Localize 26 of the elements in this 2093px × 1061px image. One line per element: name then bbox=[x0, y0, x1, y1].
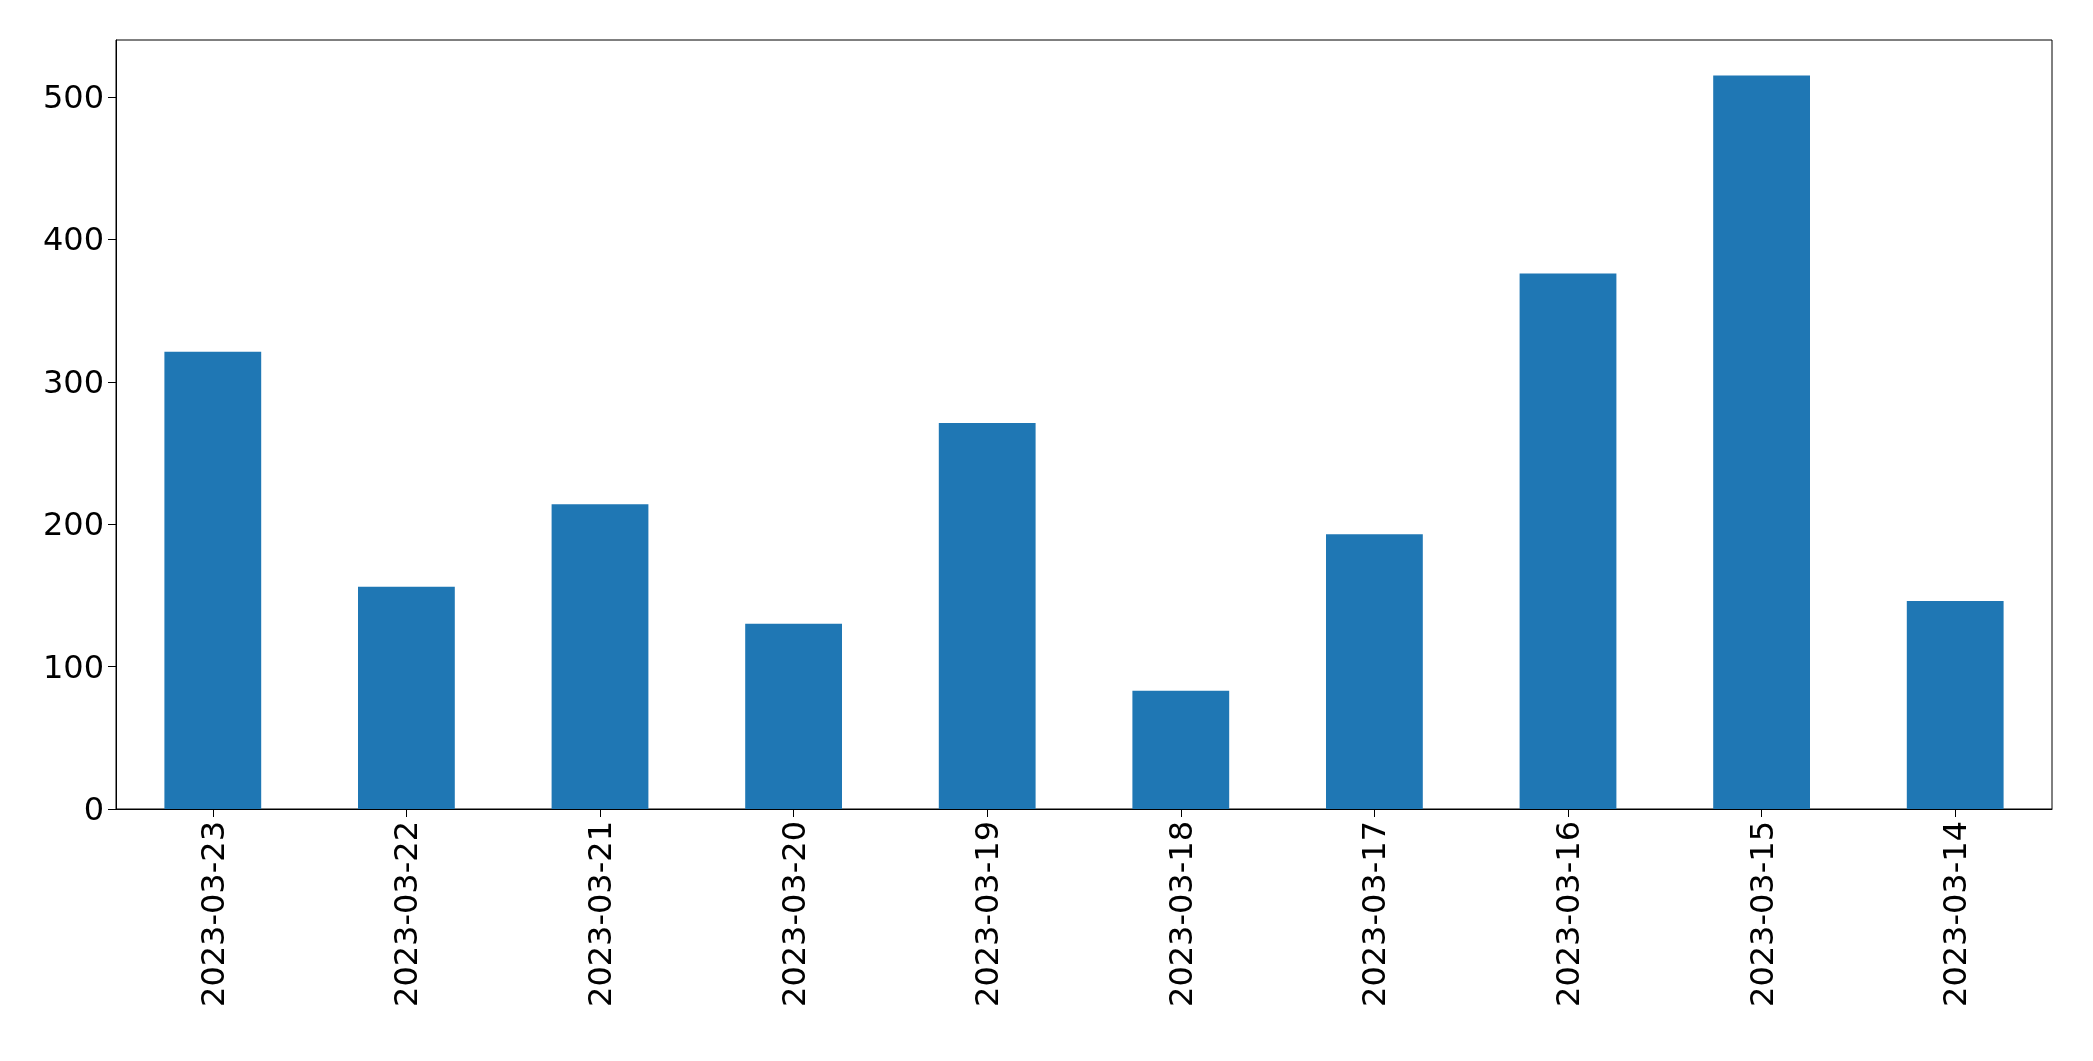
x-tick-label: 2023-03-20 bbox=[774, 821, 813, 1007]
bar bbox=[358, 586, 455, 809]
x-tick-label: 2023-03-14 bbox=[1936, 821, 1975, 1007]
bar bbox=[1906, 601, 2004, 809]
y-tick-label: 0 bbox=[83, 790, 104, 828]
x-tick-label: 2023-03-23 bbox=[193, 821, 232, 1007]
x-tick-label: 2023-03-19 bbox=[968, 821, 1007, 1007]
x-tick-label: 2023-03-22 bbox=[387, 821, 426, 1007]
x-tick-label: 2023-03-15 bbox=[1742, 821, 1781, 1007]
x-tick-label: 2023-03-18 bbox=[1161, 821, 1200, 1007]
x-tick-label: 2023-03-17 bbox=[1355, 821, 1394, 1007]
y-tick-label: 100 bbox=[42, 647, 104, 686]
x-tick-label: 2023-03-16 bbox=[1549, 821, 1587, 1007]
bar bbox=[164, 351, 262, 809]
y-tick-label: 200 bbox=[42, 505, 104, 544]
bar bbox=[745, 623, 842, 809]
bar bbox=[1713, 75, 1810, 809]
bar bbox=[1519, 273, 1617, 809]
bar bbox=[1326, 534, 1423, 809]
bar bbox=[551, 504, 649, 809]
bar bbox=[1132, 690, 1230, 809]
y-tick-label: 300 bbox=[42, 362, 104, 401]
y-tick-label: 400 bbox=[42, 220, 104, 259]
y-tick-label: 500 bbox=[42, 77, 104, 116]
x-tick-label: 2023-03-21 bbox=[581, 821, 619, 1007]
bar bbox=[938, 423, 1036, 809]
